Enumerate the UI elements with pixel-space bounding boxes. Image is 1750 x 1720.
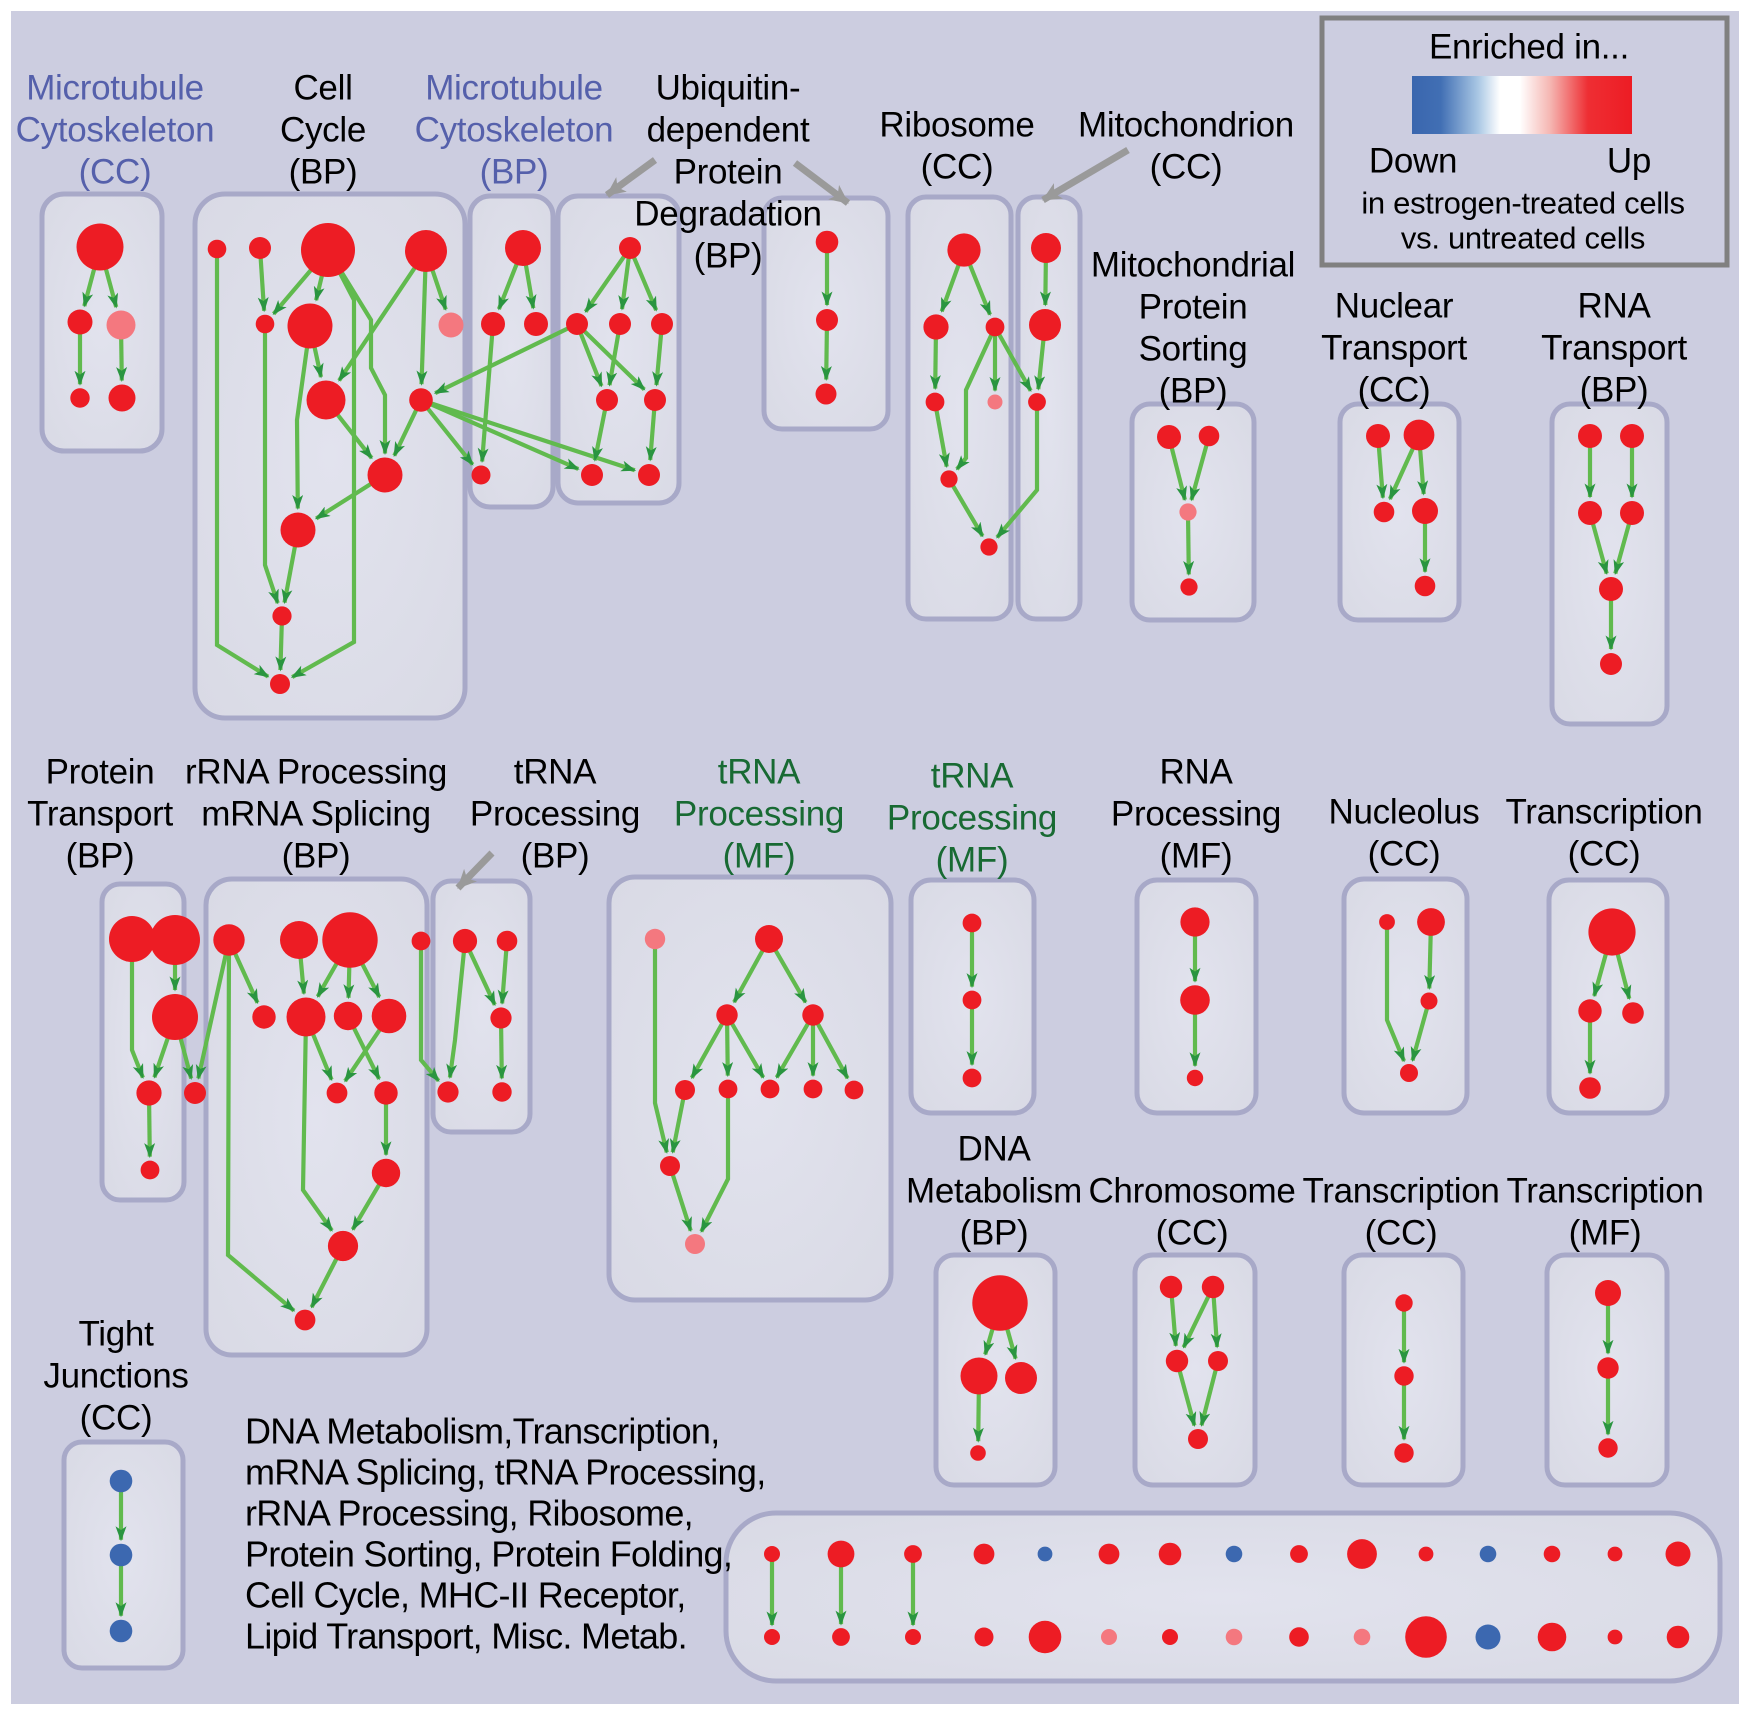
svg-text:RNA: RNA xyxy=(1578,287,1652,326)
svg-text:(CC): (CC) xyxy=(1365,1214,1438,1253)
svg-text:Nuclear: Nuclear xyxy=(1335,287,1454,326)
svg-text:Cell: Cell xyxy=(293,69,352,108)
svg-text:(CC): (CC) xyxy=(1568,835,1641,874)
svg-text:(BP): (BP) xyxy=(1159,372,1228,411)
svg-text:(CC): (CC) xyxy=(79,153,152,192)
svg-text:mRNA Splicing, tRNA Processing: mRNA Splicing, tRNA Processing, xyxy=(245,1452,766,1493)
svg-text:(CC): (CC) xyxy=(1368,835,1441,874)
svg-text:Cell Cycle, MHC-II Receptor,: Cell Cycle, MHC-II Receptor, xyxy=(245,1575,686,1616)
svg-text:Metabolism: Metabolism xyxy=(906,1172,1082,1211)
svg-text:(BP): (BP) xyxy=(282,837,351,876)
svg-text:in estrogen-treated cells: in estrogen-treated cells xyxy=(1361,186,1684,221)
svg-text:Up: Up xyxy=(1607,142,1651,181)
svg-text:Ubiquitin-: Ubiquitin- xyxy=(656,69,801,108)
svg-text:tRNA: tRNA xyxy=(514,753,597,792)
svg-text:(CC): (CC) xyxy=(80,1399,153,1438)
svg-text:Nucleolus: Nucleolus xyxy=(1329,793,1480,832)
svg-text:tRNA: tRNA xyxy=(718,753,801,792)
svg-text:(BP): (BP) xyxy=(1580,371,1649,410)
svg-text:Mitochondrion: Mitochondrion xyxy=(1078,106,1294,145)
svg-text:Transport: Transport xyxy=(1541,329,1687,368)
svg-text:(CC): (CC) xyxy=(1150,148,1223,187)
svg-text:Cytoskeleton: Cytoskeleton xyxy=(415,111,614,150)
svg-text:Protein: Protein xyxy=(46,753,155,792)
svg-text:Transport: Transport xyxy=(1321,329,1467,368)
svg-text:Protein: Protein xyxy=(674,153,783,192)
svg-text:Chromosome: Chromosome xyxy=(1088,1172,1295,1211)
svg-text:(CC): (CC) xyxy=(1358,371,1431,410)
svg-text:(MF): (MF) xyxy=(1569,1214,1642,1253)
svg-text:RNA: RNA xyxy=(1160,753,1234,792)
svg-text:(BP): (BP) xyxy=(66,837,135,876)
svg-text:Tight: Tight xyxy=(78,1315,154,1354)
svg-text:Processing: Processing xyxy=(674,795,844,834)
svg-text:(CC): (CC) xyxy=(921,148,994,187)
svg-text:(BP): (BP) xyxy=(480,153,549,192)
svg-text:Down: Down xyxy=(1369,142,1457,181)
svg-text:DNA: DNA xyxy=(958,1130,1032,1169)
svg-text:Lipid Transport, Misc. Metab.: Lipid Transport, Misc. Metab. xyxy=(245,1616,687,1657)
svg-text:mRNA Splicing: mRNA Splicing xyxy=(201,795,431,834)
svg-text:Protein: Protein xyxy=(1139,288,1248,327)
svg-text:Processing: Processing xyxy=(470,795,640,834)
svg-text:rRNA Processing: rRNA Processing xyxy=(185,753,447,792)
svg-text:Cytoskeleton: Cytoskeleton xyxy=(16,111,215,150)
svg-text:DNA Metabolism,Transcription,: DNA Metabolism,Transcription, xyxy=(245,1411,720,1452)
svg-text:(MF): (MF) xyxy=(936,841,1009,880)
svg-text:Degradation: Degradation xyxy=(634,195,821,234)
svg-text:Cycle: Cycle xyxy=(280,111,366,150)
svg-text:Sorting: Sorting xyxy=(1139,330,1248,369)
svg-text:Enriched in...: Enriched in... xyxy=(1429,28,1629,67)
svg-text:vs. untreated cells: vs. untreated cells xyxy=(1401,221,1645,256)
svg-text:Transcription: Transcription xyxy=(1302,1172,1499,1211)
svg-text:(BP): (BP) xyxy=(960,1214,1029,1253)
svg-text:(BP): (BP) xyxy=(694,237,763,276)
svg-text:(MF): (MF) xyxy=(723,837,796,876)
svg-text:Microtubule: Microtubule xyxy=(425,69,603,108)
svg-text:Protein Sorting, Protein Foldi: Protein Sorting, Protein Folding, xyxy=(245,1534,732,1575)
svg-text:Transcription: Transcription xyxy=(1506,1172,1703,1211)
svg-text:Processing: Processing xyxy=(1111,795,1281,834)
svg-text:Mitochondrial: Mitochondrial xyxy=(1091,246,1295,285)
svg-text:Ribosome: Ribosome xyxy=(879,106,1034,145)
svg-text:Microtubule: Microtubule xyxy=(26,69,204,108)
svg-text:rRNA Processing, Ribosome,: rRNA Processing, Ribosome, xyxy=(245,1493,693,1534)
svg-text:Transport: Transport xyxy=(27,795,173,834)
svg-text:Transcription: Transcription xyxy=(1505,793,1702,832)
svg-text:(MF): (MF) xyxy=(1160,837,1233,876)
svg-text:(BP): (BP) xyxy=(521,837,590,876)
svg-text:(BP): (BP) xyxy=(289,153,358,192)
svg-text:Junctions: Junctions xyxy=(43,1357,188,1396)
svg-text:(CC): (CC) xyxy=(1156,1214,1229,1253)
svg-text:dependent: dependent xyxy=(647,111,810,150)
svg-text:tRNA: tRNA xyxy=(931,757,1014,796)
svg-text:Processing: Processing xyxy=(887,799,1057,838)
